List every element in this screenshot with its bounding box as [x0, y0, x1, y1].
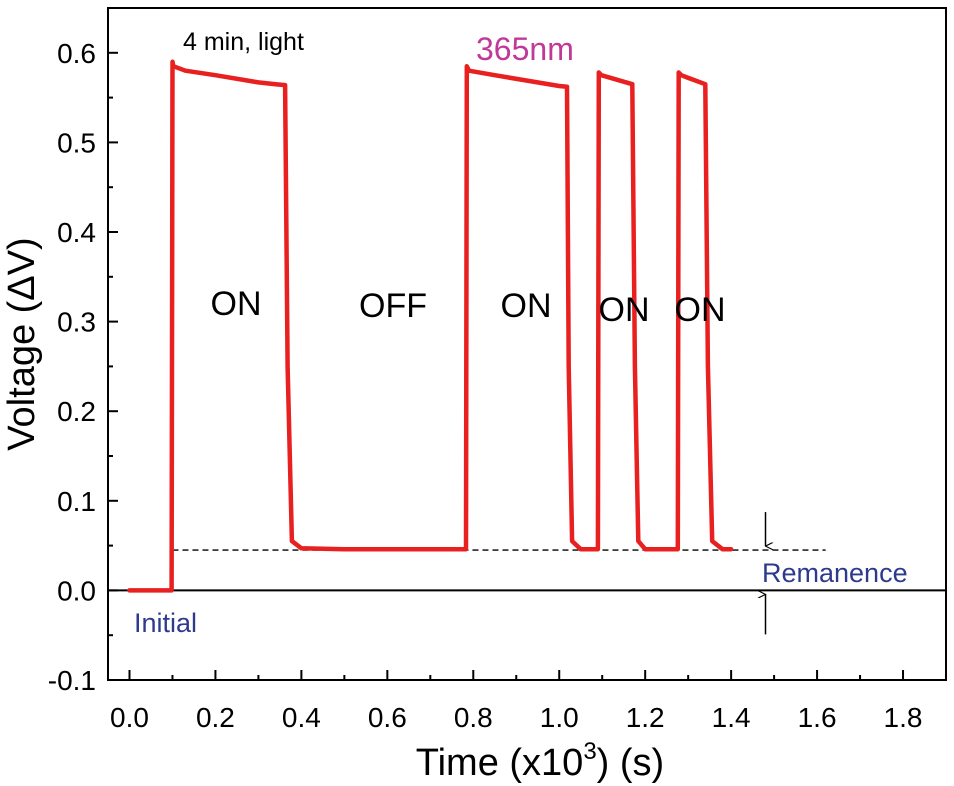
annotation-on-1: ON	[211, 285, 262, 323]
y-tick-label: 0.5	[57, 127, 96, 158]
plot-frame	[107, 7, 947, 681]
annotation-on-2: ON	[501, 287, 552, 325]
annotation-wavelength: 365nm	[476, 31, 574, 67]
annotation-on-4: ON	[675, 291, 726, 329]
y-tick-label: 0.1	[57, 486, 96, 517]
x-axis-title: Time (x103) (s)	[416, 738, 664, 784]
annotation-initial: Initial	[134, 608, 197, 638]
y-tick-label: -0.1	[48, 665, 96, 696]
x-tick-label: 0.0	[110, 702, 149, 733]
y-tick-label: 0.6	[57, 38, 96, 69]
x-tick-label: 1.8	[884, 702, 923, 733]
x-axis-title-exponent: 3	[583, 738, 596, 765]
y-tick-label: 0.0	[57, 575, 96, 606]
x-tick-label: 1.0	[540, 702, 579, 733]
y-axis-title: Voltage (ΔV)	[1, 237, 43, 450]
y-tick-label: 0.3	[57, 307, 96, 338]
y-tick-label: 0.2	[57, 396, 96, 427]
tick-labels: 0.0 0.2 0.4 0.6 0.8 1.0 1.2 1.4 1.6 1.8 -0.1 0.0 0.1…	[48, 38, 923, 733]
series-layer	[127, 59, 734, 593]
reference-lines	[108, 549, 946, 592]
y-tick-label: 0.4	[57, 217, 96, 248]
annotation-remanence: Remanence	[762, 558, 908, 588]
x-tick-label: 1.2	[626, 702, 665, 733]
series-line	[127, 59, 734, 593]
x-tick-label: 0.4	[282, 702, 321, 733]
x-tick-label: 1.4	[712, 702, 751, 733]
x-tick-label: 0.6	[368, 702, 407, 733]
x-axis-title-suffix: ) (s)	[597, 742, 665, 784]
x-tick-label: 0.2	[196, 702, 235, 733]
x-tick-label: 1.6	[798, 702, 837, 733]
annotation-off: OFF	[359, 287, 427, 325]
x-tick-label: 0.8	[454, 702, 493, 733]
x-axis-title-main: Time (x10	[416, 742, 584, 784]
annotation-light-duration: 4 min, light	[183, 28, 304, 56]
annotation-on-3: ON	[599, 291, 650, 329]
